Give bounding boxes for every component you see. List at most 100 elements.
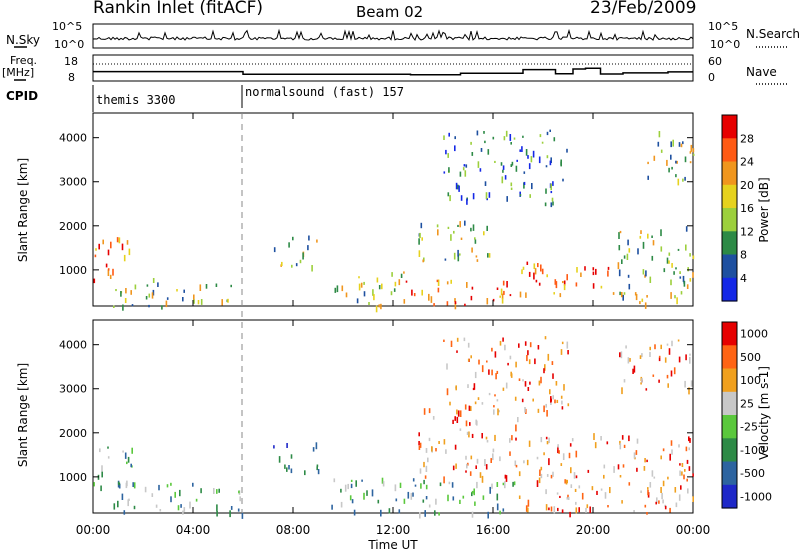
scatter-cell — [554, 279, 557, 285]
scatter-cell — [623, 255, 626, 259]
scatter-cell — [230, 284, 232, 288]
scatter-cell — [682, 178, 684, 182]
scatter-cell — [349, 495, 352, 501]
scatter-cell — [688, 436, 690, 442]
scatter-cell — [151, 493, 154, 497]
scatter-cell — [465, 470, 467, 473]
scatter-cell — [621, 435, 624, 440]
scatter-cell — [679, 463, 681, 466]
scatter-cell — [552, 201, 554, 206]
time-tick-label: 20:00 — [576, 523, 611, 537]
scatter-cell — [639, 235, 642, 239]
colorbar-tick-label: 500 — [740, 351, 761, 364]
scatter-cell — [546, 441, 549, 445]
scatter-cell — [180, 504, 182, 508]
scatter-cell — [521, 398, 524, 403]
scatter-cell — [684, 176, 686, 181]
scatter-cell — [522, 379, 524, 382]
scatter-cell — [481, 365, 484, 373]
scatter-cell — [351, 499, 354, 504]
scatter-cell — [356, 298, 359, 304]
scatter-cell — [546, 410, 548, 417]
scatter-cell — [497, 408, 499, 416]
scatter-cell — [443, 339, 445, 342]
scatter-cell — [670, 370, 673, 377]
scatter-cell — [113, 503, 116, 510]
scatter-cell — [594, 442, 597, 449]
scatter-cell — [552, 181, 554, 186]
scatter-cell — [502, 280, 505, 286]
scatter-cell — [527, 387, 530, 391]
scatter-cell — [491, 369, 493, 376]
freq-tick-top: 18 — [64, 55, 78, 68]
scatter-cell — [684, 380, 686, 388]
scatter-cell — [421, 237, 423, 241]
scatter-cell — [595, 268, 597, 275]
scatter-cell — [468, 431, 470, 438]
scatter-cell — [647, 489, 649, 496]
scatter-cell — [113, 305, 115, 308]
scatter-cell — [476, 130, 479, 136]
scatter-cell — [371, 489, 374, 497]
scatter-cell — [528, 359, 531, 365]
scatter-cell — [532, 398, 534, 402]
scatter-cell — [501, 293, 504, 299]
scatter-cell — [509, 294, 512, 297]
scatter-cell — [200, 488, 202, 494]
scatter-cell — [662, 499, 664, 504]
scatter-cell — [452, 496, 455, 501]
scatter-cell — [578, 485, 581, 489]
scatter-cell — [398, 279, 401, 286]
scatter-cell — [524, 407, 526, 413]
scatter-cell — [358, 283, 361, 291]
scatter-cell — [552, 471, 554, 477]
scatter-cell — [488, 192, 491, 198]
y-tick-label: 3000 — [59, 383, 87, 396]
scatter-cell — [506, 196, 508, 202]
scatter-cell — [527, 350, 529, 356]
scatter-cell — [457, 254, 460, 262]
scatter-cell — [443, 171, 446, 174]
scatter-cell — [567, 403, 570, 407]
scatter-cell — [689, 161, 692, 164]
scatter-cell — [466, 198, 468, 205]
scatter-cell — [688, 466, 691, 471]
scatter-cell — [527, 507, 529, 513]
scatter-cell — [464, 404, 467, 410]
scatter-cell — [592, 283, 595, 289]
scatter-cell — [471, 247, 473, 253]
colorbar-frame — [721, 321, 738, 509]
scatter-cell — [148, 304, 150, 308]
scatter-cell — [227, 298, 229, 303]
scatter-cell — [443, 476, 445, 484]
scatter-cell — [464, 303, 466, 306]
scatter-cell — [344, 484, 347, 492]
scatter-cell — [131, 304, 134, 307]
colorbar-tick-label: -1000 — [740, 490, 772, 503]
scatter-cell — [646, 295, 648, 298]
scatter-cell — [639, 301, 641, 305]
scatter-cell — [478, 359, 480, 365]
scatter-cell — [471, 511, 474, 518]
scatter-cell — [677, 178, 680, 186]
freq-tick-bottom: 8 — [68, 71, 75, 84]
scatter-cell — [550, 474, 553, 479]
scatter-cell — [413, 293, 416, 297]
scatter-cell — [483, 231, 485, 236]
scatter-cell — [687, 488, 689, 494]
scatter-cell — [102, 239, 104, 245]
scatter-cell — [600, 436, 602, 441]
scatter-cell — [651, 470, 654, 477]
scatter-cell — [510, 182, 513, 187]
scatter-cell — [529, 342, 532, 348]
scatter-cell — [550, 506, 553, 512]
scatter-cell — [452, 465, 455, 471]
scatter-cell — [378, 285, 381, 290]
scatter-cell — [418, 441, 420, 446]
scatter-cell — [559, 293, 562, 298]
time-tick-label: 16:00 — [476, 523, 511, 537]
scatter-cell — [466, 431, 469, 435]
scatter-cell — [540, 473, 543, 479]
freq-step-line — [93, 67, 693, 76]
scatter-cell — [472, 387, 475, 391]
